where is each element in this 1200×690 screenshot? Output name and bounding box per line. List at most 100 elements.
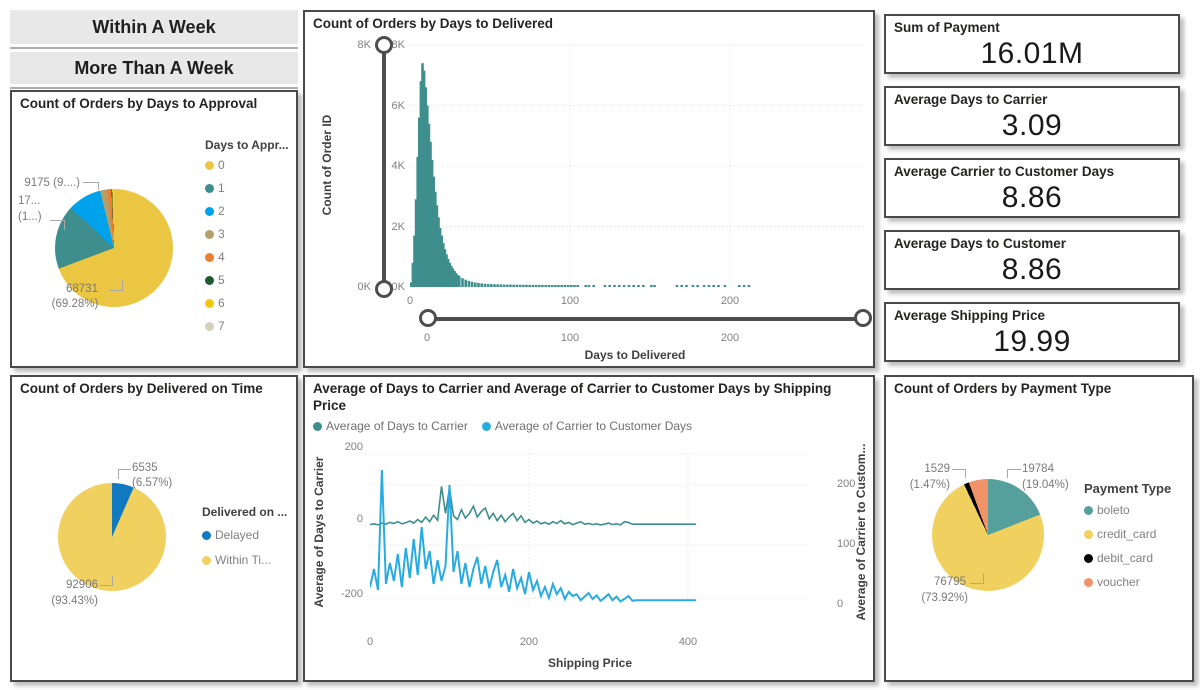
legend-label: 7 <box>218 319 225 333</box>
card-avg-shipping-price: Average Shipping Price 19.99 <box>884 302 1180 362</box>
histogram-panel: Count of Orders by Days to Delivered Cou… <box>303 10 875 368</box>
histogram-bar <box>738 285 741 287</box>
legend-label: 5 <box>218 273 225 287</box>
legend-item-7[interactable]: 7 <box>205 319 225 333</box>
histogram-bar <box>496 284 499 287</box>
y-tick: 2K <box>391 221 405 233</box>
histogram-bar <box>563 285 567 287</box>
x-range-slider-handle-left[interactable] <box>419 309 437 327</box>
histogram-bar <box>456 274 459 287</box>
pie-callout: 19784 <box>1022 463 1054 475</box>
histogram-bar <box>430 160 434 287</box>
histogram-bar <box>723 285 727 287</box>
legend-item-5[interactable]: 5 <box>205 273 225 287</box>
histogram-bar <box>483 283 487 287</box>
payment-pie-chart[interactable] <box>932 479 1044 591</box>
histogram-bar <box>470 281 474 287</box>
legend-item-6[interactable]: 6 <box>205 296 225 310</box>
within-a-week-button[interactable]: Within A Week <box>10 10 298 44</box>
histogram-title: Count of Orders by Days to Delivered <box>313 16 554 31</box>
legend-item-debit-card[interactable]: debit_card <box>1084 551 1153 565</box>
histogram-bar <box>421 63 424 288</box>
approval-pie-chart[interactable] <box>55 189 173 307</box>
pie-callout: 76795 <box>934 576 966 588</box>
card-label: Sum of Payment <box>894 20 1000 35</box>
legend-item-boleto[interactable]: boleto <box>1084 503 1130 517</box>
legend-item-2[interactable]: 2 <box>205 204 225 218</box>
y-range-slider-handle-top[interactable] <box>375 36 393 54</box>
histogram-bar <box>712 285 715 287</box>
histogram-plot[interactable] <box>410 40 865 292</box>
legend-item-carrier-to-customer[interactable]: Average of Carrier to Customer Days <box>481 419 692 433</box>
legend-item-voucher[interactable]: voucher <box>1084 575 1140 589</box>
legend-dot <box>205 206 214 216</box>
x-range-slider-track[interactable] <box>427 317 863 321</box>
histogram-bar <box>509 284 512 287</box>
x-tick: 400 <box>678 636 698 648</box>
pie-callout: 1529 <box>924 463 950 475</box>
legend-label: credit_card <box>1097 527 1157 541</box>
histogram-bar <box>554 285 557 287</box>
line-chart-panel: Average of Days to Carrier and Average o… <box>303 375 875 682</box>
legend-item-3[interactable]: 3 <box>205 227 225 241</box>
histogram-bar <box>603 285 607 287</box>
legend-label: 6 <box>218 296 225 310</box>
legend-item-delayed[interactable]: Delayed <box>202 528 259 542</box>
callout-connector <box>118 469 131 479</box>
histogram-bar <box>499 284 503 287</box>
histogram-bar <box>474 282 477 287</box>
payment-pie-panel: Count of Orders by Payment Type 1529 (1.… <box>884 375 1194 682</box>
histogram-bar <box>490 284 493 287</box>
y-range-slider-handle-bottom[interactable] <box>375 280 393 298</box>
card-avg-carrier-to-customer: Average Carrier to Customer Days 8.86 <box>884 158 1180 218</box>
legend-dot <box>202 530 211 540</box>
approval-pie-title: Count of Orders by Days to Approval <box>20 96 258 111</box>
card-value: 8.86 <box>1001 253 1063 286</box>
y-tick: 4K <box>391 160 405 172</box>
legend-label: Delayed <box>215 528 260 542</box>
histogram-bar <box>525 284 528 287</box>
legend-item-within-time[interactable]: Within Ti... <box>202 553 271 567</box>
legend-item-credit-card[interactable]: credit_card <box>1084 527 1156 541</box>
histogram-bar <box>573 285 576 287</box>
histogram-bar <box>576 285 579 287</box>
left-y-tick: -200 <box>340 588 363 600</box>
pie-callout: 6535 <box>132 462 158 474</box>
ontime-pie-chart[interactable] <box>58 483 166 591</box>
pie-callout: 68731 <box>66 283 98 295</box>
legend-label: 1 <box>218 181 225 195</box>
line-chart-plot[interactable] <box>370 447 810 619</box>
histogram-bar <box>506 284 509 287</box>
legend-label: Within Ti... <box>215 553 272 567</box>
y-range-slider-track[interactable] <box>382 45 386 289</box>
x-tick: 200 <box>519 636 539 648</box>
legend-dot <box>313 421 322 431</box>
histogram-y-axis-title: Count of Order ID <box>320 114 334 216</box>
histogram-bar <box>437 217 440 287</box>
legend-item-1[interactable]: 1 <box>205 181 225 195</box>
legend-label: 3 <box>218 227 225 241</box>
histogram-bar <box>541 284 544 287</box>
histogram-bar <box>493 284 496 287</box>
card-label: Average Days to Carrier <box>894 92 1048 107</box>
histogram-bar <box>747 285 751 287</box>
left-y-tick: 0 <box>356 513 363 525</box>
histogram-bar <box>685 285 688 287</box>
histogram-bar <box>432 176 435 287</box>
v-slider-max-label: 8K <box>357 39 371 51</box>
histogram-bar <box>560 285 563 287</box>
histogram-bar <box>608 285 611 287</box>
histogram-bar <box>518 284 522 287</box>
legend-item-0[interactable]: 0 <box>205 158 225 172</box>
legend-item-4[interactable]: 4 <box>205 250 225 264</box>
legend-dot <box>1084 553 1093 563</box>
slider-x-label: 200 <box>720 332 740 344</box>
histogram-bar <box>675 285 679 287</box>
legend-item-days-to-carrier[interactable]: Average of Days to Carrier <box>313 419 468 433</box>
histogram-x-axis-title: Days to Delivered <box>584 348 686 362</box>
histogram-bar <box>622 285 626 287</box>
histogram-bar <box>477 282 480 287</box>
x-range-slider-handle-right[interactable] <box>854 309 872 327</box>
more-than-a-week-button[interactable]: More Than A Week <box>10 52 298 84</box>
approval-legend-title: Days to Appr... <box>205 138 289 152</box>
